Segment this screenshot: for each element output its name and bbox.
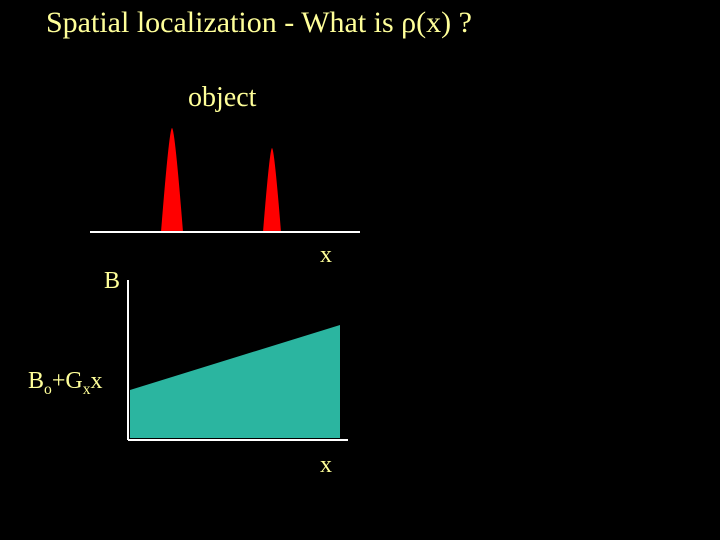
eq-b0: B [28,368,44,394]
gradient-equation: Bo+Gxx [28,368,102,395]
x-axis-label-lower: x [320,452,332,479]
density-plot-svg [90,120,360,240]
eq-b0-sub: o [44,381,52,398]
gradient-wedge [130,325,340,438]
slide-title: Spatial localization - What is ρ(x) ? [46,6,472,40]
eq-tail: x [90,368,102,394]
gradient-plot-svg [120,275,355,450]
object-label: object [188,82,256,114]
density-peak [263,148,281,232]
x-axis-label-upper: x [320,242,332,269]
density-plot [90,120,360,240]
b-axis-label: B [104,268,120,295]
eq-plus-g: +G [52,368,83,394]
density-peak [161,128,183,232]
gradient-plot [120,275,355,450]
slide: Spatial localization - What is ρ(x) ? ob… [0,0,720,540]
